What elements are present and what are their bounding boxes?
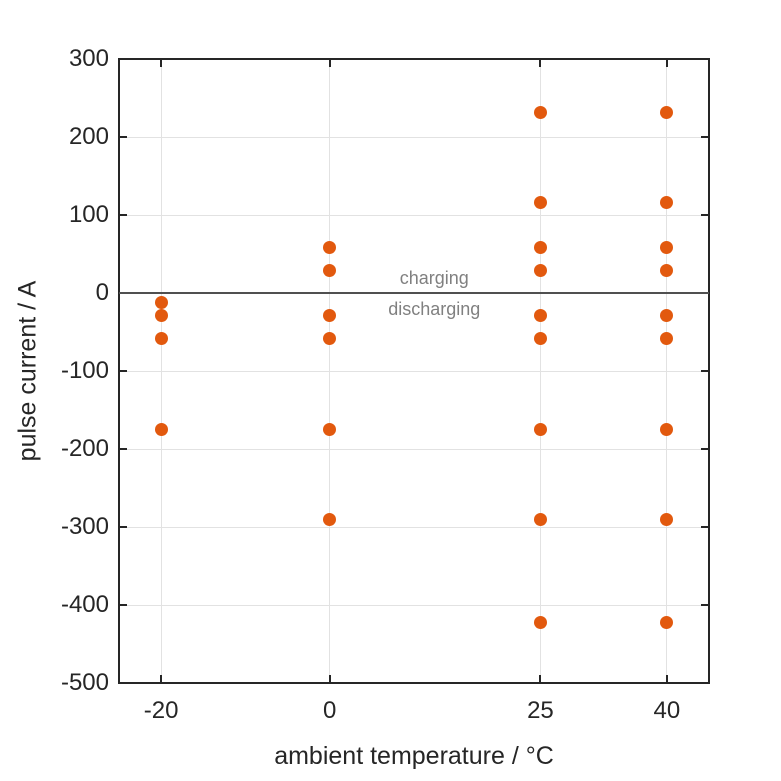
h-gridline [119, 214, 709, 216]
data-point [660, 241, 674, 255]
x-tick-top [539, 59, 542, 67]
y-tick-label: 200 [68, 123, 109, 150]
y-tick-right [701, 682, 709, 684]
y-tick-right [701, 58, 709, 60]
data-point [533, 616, 547, 630]
h-gridline [119, 604, 709, 606]
data-point [660, 423, 674, 436]
data-point [660, 263, 674, 277]
data-point [533, 309, 547, 323]
x-tick-bottom [665, 675, 668, 683]
data-point [323, 512, 337, 526]
y-tick-right [701, 448, 709, 450]
y-tick-label: -300 [60, 513, 109, 540]
x-tick-label: 0 [323, 697, 337, 724]
h-gridline [119, 526, 709, 528]
x-tick-bottom [539, 675, 542, 683]
h-gridline [119, 448, 709, 450]
data-point [660, 309, 674, 323]
data-point [660, 616, 674, 630]
data-point [660, 331, 674, 345]
x-tick-label: -20 [143, 697, 179, 724]
x-tick-bottom [160, 675, 163, 683]
data-point [323, 263, 337, 277]
data-point [533, 263, 547, 277]
y-tick-left [119, 58, 127, 60]
x-tick-top [328, 59, 331, 67]
data-point [533, 105, 547, 119]
y-tick-right [701, 136, 709, 138]
data-point [533, 512, 547, 526]
x-tick-top [160, 59, 163, 67]
h-gridline [119, 136, 709, 138]
data-point [533, 423, 547, 436]
charging-annotation: charging [399, 268, 469, 288]
y-tick-right [701, 526, 709, 528]
y-tick-label: 0 [95, 279, 109, 306]
data-point [323, 423, 337, 436]
y-tick-right [701, 370, 709, 372]
data-point [323, 241, 337, 255]
data-point [323, 331, 337, 345]
y-tick-label: -400 [60, 591, 109, 618]
y-tick-left [119, 604, 127, 606]
data-point [533, 241, 547, 255]
data-point [154, 295, 168, 309]
x-tick-label: 40 [653, 697, 681, 724]
y-tick-left [119, 448, 127, 450]
y-tick-label: 100 [68, 201, 109, 228]
y-tick-left [119, 526, 127, 528]
y-tick-label: -500 [60, 669, 109, 696]
data-point [533, 196, 547, 210]
h-gridline [119, 370, 709, 372]
y-tick-label: -200 [60, 435, 109, 462]
y-tick-left [119, 682, 127, 684]
y-tick-right [701, 604, 709, 606]
y-tick-left [119, 370, 127, 372]
x-tick-bottom [328, 675, 331, 683]
data-point [154, 423, 168, 436]
data-point [660, 196, 674, 210]
data-point [154, 331, 168, 345]
y-tick-right [701, 214, 709, 216]
data-point [154, 309, 168, 323]
data-point [660, 512, 674, 526]
data-point [323, 309, 337, 323]
y-tick-label: 300 [68, 45, 109, 72]
discharging-annotation: discharging [388, 299, 481, 319]
x-tick-top [665, 59, 668, 67]
y-tick-left [119, 214, 127, 216]
data-point [660, 105, 674, 119]
zero-current-line [119, 291, 709, 295]
x-axis-label: ambient temperature / °C [274, 742, 554, 770]
y-tick-left [119, 136, 127, 138]
y-tick-label: -100 [60, 357, 109, 384]
x-tick-label: 25 [527, 697, 554, 724]
data-point [533, 331, 547, 345]
